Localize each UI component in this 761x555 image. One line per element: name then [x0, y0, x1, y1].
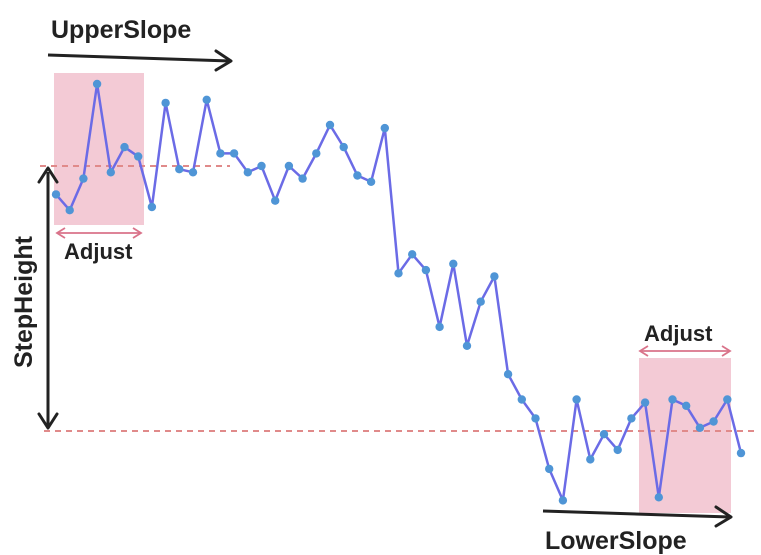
- data-point: [736, 448, 746, 458]
- data-point: [271, 196, 280, 205]
- data-point: [353, 171, 362, 180]
- data-point: [175, 165, 184, 174]
- adjust-left-arrowhead-r: [132, 227, 143, 239]
- adjust-left-label: Adjust: [64, 239, 133, 264]
- data-point: [640, 398, 650, 407]
- data-point: [120, 142, 129, 152]
- data-point: [312, 149, 321, 158]
- data-point: [202, 95, 211, 105]
- upper-slope-arrowhead: [214, 49, 233, 72]
- data-point: [449, 259, 458, 268]
- data-point: [421, 265, 431, 275]
- profile-points: [51, 79, 746, 505]
- step-height-arrowhead-top: [37, 166, 59, 184]
- data-point: [339, 142, 348, 152]
- data-point: [654, 493, 663, 502]
- data-point: [490, 272, 499, 281]
- data-point: [216, 149, 225, 158]
- data-point: [531, 414, 540, 423]
- data-point: [558, 496, 568, 505]
- data-point: [325, 120, 335, 130]
- data-point: [586, 455, 595, 464]
- data-point: [627, 414, 636, 423]
- data-point: [462, 341, 472, 350]
- adjust-right-label: Adjust: [644, 321, 713, 346]
- data-point: [476, 297, 485, 306]
- data-point: [284, 161, 294, 171]
- step-height-arrowhead-bottom: [37, 412, 59, 430]
- adjust-left-arrowhead-l: [55, 227, 66, 239]
- step-height-label: StepHeight: [10, 235, 38, 368]
- data-point: [161, 98, 170, 108]
- data-point: [503, 370, 513, 379]
- data-point: [92, 79, 102, 89]
- data-point: [572, 395, 581, 404]
- data-point: [723, 395, 732, 404]
- data-point: [79, 174, 88, 183]
- data-point: [243, 168, 252, 177]
- data-point: [366, 177, 376, 186]
- data-point: [229, 149, 239, 158]
- lower-slope-arrowhead: [714, 505, 733, 528]
- lower-slope-arrow: [542, 509, 731, 519]
- data-point: [147, 202, 157, 212]
- data-point: [134, 152, 143, 161]
- data-point: [257, 161, 266, 171]
- data-point: [668, 395, 677, 404]
- data-point: [599, 430, 609, 439]
- data-point: [695, 423, 705, 432]
- data-point: [65, 206, 74, 215]
- data-point: [106, 168, 116, 177]
- data-point: [682, 401, 691, 410]
- data-point: [380, 123, 389, 133]
- data-point: [435, 322, 444, 332]
- data-point: [517, 395, 526, 404]
- data-point: [298, 174, 307, 183]
- adjust-right-arrowhead-l: [638, 345, 649, 357]
- data-point: [51, 190, 61, 199]
- data-point: [188, 168, 198, 177]
- data-point: [394, 269, 403, 278]
- upper-slope-label: UpperSlope: [51, 16, 191, 44]
- data-point: [613, 445, 622, 455]
- adjust-region-right: [639, 358, 731, 513]
- data-point: [408, 250, 417, 259]
- data-point: [709, 417, 718, 426]
- lower-slope-label: LowerSlope: [545, 527, 687, 555]
- adjust-right-arrowhead-r: [721, 345, 732, 357]
- upper-slope-arrow: [47, 53, 231, 63]
- profile-line: [55, 82, 743, 502]
- data-point: [545, 464, 554, 474]
